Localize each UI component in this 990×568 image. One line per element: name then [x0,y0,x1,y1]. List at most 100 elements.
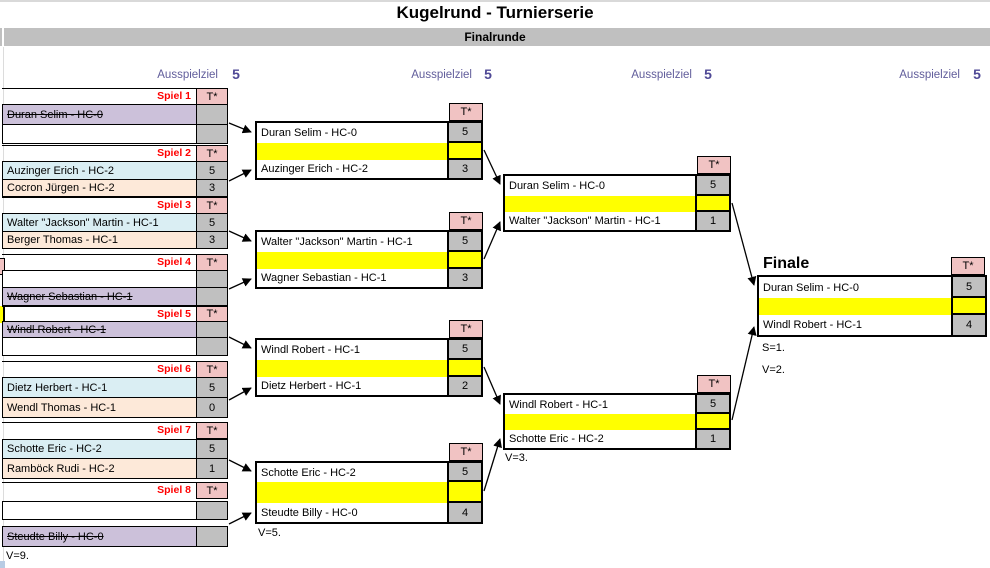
player-name-cell[interactable] [2,501,197,520]
highlight-row [505,196,729,212]
match-box: Duran Selim - HC-0 5 Walter "Jackson" Mar… [503,174,731,232]
ausspielziel-label: Ausspielziel [899,69,960,81]
player-name-cell[interactable] [2,337,197,356]
player-name-cell[interactable]: Cocron Jürgen - HC-2 [2,179,197,197]
player-name-cell[interactable]: Auzinger Erich - HC-2 [2,161,197,180]
player-name-cell[interactable]: Steudte Billy - HC-0 [261,506,358,519]
score-cell[interactable]: 5 [196,439,228,459]
player-name-cell[interactable]: Windl Robert - HC-1 [261,344,361,356]
score-cell[interactable]: 3 [447,160,481,178]
player-name-cell[interactable]: Duran Selim - HC-0 [2,104,197,125]
player-name-cell[interactable]: Windl Robert - HC-1 [763,319,863,331]
score-cell[interactable]: 4 [447,503,481,522]
score-cell[interactable]: 0 [196,397,228,418]
score-cell[interactable]: 5 [447,232,481,252]
player-name-cell[interactable]: Windl Robert - HC-1 [2,321,197,338]
ausspielziel-label: Ausspielziel [631,69,692,81]
score-cell[interactable]: 5 [447,123,481,143]
ausspielziel-label: Ausspielziel [157,69,218,81]
cutoff-yellow-sliver [0,306,5,323]
section-header-finalrunde: Finalrunde [0,28,990,46]
score-cell[interactable]: 5 [951,277,985,298]
player-name-cell[interactable]: Berger Thomas - HC-1 [2,231,197,249]
highlight-row [759,298,985,315]
score-cell[interactable]: 5 [447,463,481,482]
score-cell[interactable]: 3 [196,179,228,197]
match-box: Windl Robert - HC-1 5 Dietz Herbert - HC-… [255,338,483,397]
player-name-cell[interactable]: Wendl Thomas - HC-1 [2,397,197,418]
score-column-header: T* [951,257,985,275]
score-cell[interactable]: 3 [196,231,228,249]
score-cell[interactable] [196,321,228,338]
score-cell[interactable]: 4 [951,315,985,335]
highlight-row [257,143,481,160]
player-name-cell[interactable]: Steudte Billy - HC-0 [2,526,197,547]
score-cell[interactable]: 1 [196,458,228,479]
player-name-cell[interactable]: Walter "Jackson" Martin - HC-1 [509,215,661,227]
page-title: Kugelrund - Turnierserie [396,3,594,22]
score-column-header: T* [697,156,731,174]
highlight-row [257,360,481,377]
player-name-cell[interactable]: Auzinger Erich - HC-2 [261,163,368,175]
player-name-cell[interactable]: Ramböck Rudi - HC-2 [2,458,197,479]
score-cell[interactable] [196,270,228,288]
ausspielziel-label: Ausspielziel [411,69,472,81]
score-column-header: T* [196,306,228,322]
score-cell[interactable]: 5 [196,161,228,180]
ausspielziel-value: 5 [973,66,981,82]
score-cell[interactable] [196,104,228,125]
player-name-cell[interactable]: Dietz Herbert - HC-1 [261,380,362,392]
score-cell[interactable]: 5 [447,340,481,360]
player-name-cell[interactable]: Dietz Herbert - HC-1 [2,377,197,398]
finale-heading: Finale [763,255,810,272]
match-label: Spiel 1 [2,88,196,104]
score-column-header: T* [697,375,731,393]
player-name-cell[interactable]: Duran Selim - HC-0 [763,281,859,294]
score-cell[interactable]: 2 [447,377,481,395]
ausspielziel-value: 5 [232,66,240,82]
player-name-cell[interactable]: Wagner Sebastian - HC-1 [2,287,197,306]
score-cell[interactable]: 5 [695,176,729,196]
player-name-cell[interactable] [2,270,197,288]
score-cell[interactable] [196,501,228,520]
match-box: Schotte Eric - HC-2 5 Steudte Billy - HC-… [255,461,483,524]
match-label: Spiel 2 [2,145,196,161]
note-v5: V=5. [258,527,281,539]
player-name-cell[interactable]: Windl Robert - HC-1 [509,398,609,411]
score-cell[interactable]: 3 [447,269,481,287]
score-cell[interactable] [196,337,228,356]
score-cell[interactable]: 5 [196,377,228,398]
player-name-cell[interactable]: Schotte Eric - HC-2 [509,433,604,445]
note-v9: V=9. [6,550,29,562]
player-name-cell[interactable]: Duran Selim - HC-0 [509,180,605,192]
score-column-header: T* [449,212,483,230]
score-column-header: T* [449,103,483,121]
score-cell[interactable]: 1 [695,212,729,230]
player-name-cell[interactable]: Walter "Jackson" Martin - HC-1 [2,213,197,232]
score-cell[interactable] [196,124,228,144]
score-column-header: T* [196,361,228,378]
score-cell[interactable]: 1 [695,430,729,448]
match-label: Spiel 4 [2,254,196,270]
score-cell[interactable]: 5 [196,213,228,232]
player-name-cell[interactable]: Schotte Eric - HC-2 [261,466,356,479]
highlight-row [257,482,481,503]
score-cell[interactable] [196,287,228,306]
match-box: Duran Selim - HC-0 5 Auzinger Erich - HC-… [255,121,483,180]
score-cell[interactable] [196,526,228,547]
score-column-header: T* [196,254,228,271]
score-column-header: T* [449,320,483,338]
player-name-cell[interactable]: Duran Selim - HC-0 [261,127,357,139]
score-column-header: T* [196,88,228,105]
player-name-cell[interactable] [2,124,197,144]
player-name-cell[interactable]: Wagner Sebastian - HC-1 [261,272,387,284]
score-cell[interactable]: 5 [695,395,729,414]
player-name-cell[interactable]: Schotte Eric - HC-2 [2,439,197,459]
note-s1: S=1. [762,342,785,354]
score-column-header: T* [449,443,483,461]
score-column-header: T* [196,197,228,214]
match-label: Spiel 7 [2,422,196,438]
player-name-cell[interactable]: Walter "Jackson" Martin - HC-1 [261,236,413,248]
